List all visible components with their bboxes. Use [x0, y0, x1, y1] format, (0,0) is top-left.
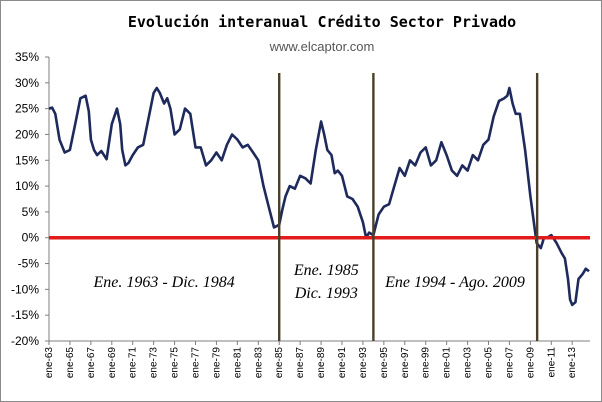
x-tick-label: ene-01 — [442, 347, 453, 379]
series-line — [48, 86, 590, 307]
x-tick-label: ene-05 — [483, 347, 494, 379]
chart-subtitle: www.elcaptor.com — [269, 39, 375, 54]
x-tick-label: ene-79 — [211, 347, 222, 379]
y-tick-label: 5% — [22, 205, 40, 219]
chart-title: Evolución interanual Crédito Sector Priv… — [128, 13, 516, 31]
x-tick-label: ene-09 — [525, 347, 536, 379]
x-tick-label: ene-63 — [44, 347, 55, 379]
period-annotation: Ene. 1963 - Dic. 1984 — [92, 274, 234, 291]
x-tick-label: ene-75 — [170, 347, 181, 379]
x-tick-label: ene-71 — [128, 347, 139, 379]
x-tick-label: ene-83 — [253, 347, 264, 379]
x-tick-label: ene-07 — [504, 347, 515, 379]
y-tick-label: -5% — [18, 257, 40, 271]
x-tick-label: ene-67 — [86, 347, 97, 379]
x-tick-label: ene-89 — [316, 347, 327, 379]
y-tick-label: 35% — [15, 50, 39, 64]
period-annotation: Ene. 1985 — [293, 262, 359, 279]
x-tick-label: ene-85 — [274, 347, 285, 379]
x-tick-label: ene-65 — [65, 347, 76, 379]
y-tick-label: -20% — [11, 334, 39, 348]
x-tick-label: ene-03 — [463, 347, 474, 379]
y-tick-label: 30% — [15, 76, 39, 90]
x-tick-label: ene-99 — [421, 347, 432, 379]
plot-area: -20% -15% -10% -5% 0% 5% 10% 15% 20% 25% 30% 35% ene… — [11, 50, 590, 378]
y-tick-label: -10% — [11, 282, 39, 296]
period-annotation: Ene 1994 - Ago. 2009 — [384, 274, 525, 291]
period-annotation: Dic. 1993 — [294, 285, 358, 302]
y-tick-label: 10% — [15, 179, 39, 193]
x-tick-label: ene-81 — [232, 347, 243, 379]
y-tick-label: 25% — [15, 102, 39, 116]
x-tick-label: ene-69 — [107, 347, 118, 379]
x-tick-label: ene-95 — [379, 347, 390, 379]
x-tick-label: ene-97 — [400, 347, 411, 379]
y-tick-label: -15% — [11, 308, 39, 322]
x-tick-label: ene-73 — [149, 347, 160, 379]
x-tick-label: ene-11 — [546, 347, 557, 378]
x-tick-label: ene-93 — [358, 347, 369, 379]
y-tick-label: 0% — [22, 231, 40, 245]
x-tick-label: ene-91 — [337, 347, 348, 379]
x-tick-label: ene-87 — [295, 347, 306, 379]
y-tick-label: 20% — [15, 127, 39, 141]
x-tick-label: ene-77 — [190, 347, 201, 379]
y-tick-label: 15% — [15, 153, 39, 167]
x-tick-label: ene-13 — [567, 347, 578, 379]
